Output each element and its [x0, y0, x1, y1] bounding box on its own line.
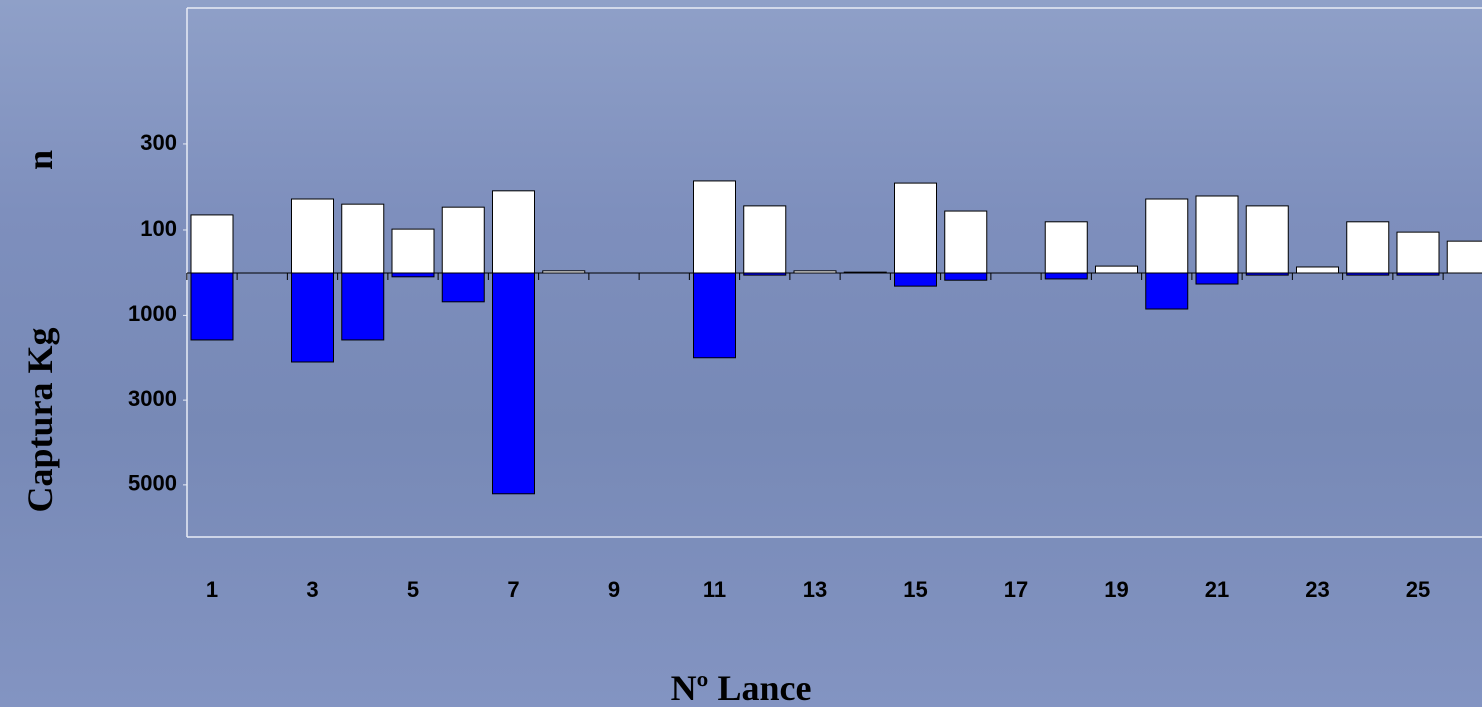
y-axis-title: n [20, 150, 60, 170]
y2-axis-title: Captura Kg [20, 327, 60, 512]
count-bar [1095, 265, 1138, 274]
catch-bar [894, 272, 937, 287]
x-tick-label: 9 [608, 577, 620, 602]
x-tick-label: 7 [507, 577, 519, 602]
count-bar [1296, 266, 1339, 274]
count-bar [693, 180, 736, 274]
count-bar [1446, 240, 1482, 274]
count-bar [743, 205, 787, 274]
count-bar [441, 206, 485, 274]
count-bar [1044, 221, 1088, 274]
x-tick-label: 5 [407, 577, 419, 602]
catch-bar [341, 272, 385, 341]
y2-tick-label: 3000 [128, 386, 177, 411]
x-tick-label: 1 [206, 577, 218, 602]
x-tick-label: 19 [1104, 577, 1128, 602]
catch-bar [391, 272, 435, 278]
catch-bar [492, 272, 535, 495]
count-bar [1195, 195, 1239, 274]
catch-bar [1044, 272, 1088, 280]
catch-bar [291, 272, 334, 363]
count-bar [291, 198, 334, 274]
x-tick-label: 11 [703, 577, 726, 602]
catch-bar [944, 272, 988, 281]
count-bar [341, 203, 385, 274]
x-tick-label: 15 [903, 577, 927, 602]
y-tick-label: 100 [140, 216, 177, 241]
count-bar [944, 210, 988, 274]
y2-tick-label: 1000 [128, 301, 177, 326]
catch-bar [693, 272, 736, 359]
x-tick-label: 25 [1406, 577, 1430, 602]
x-tick-label: 13 [803, 577, 827, 602]
x-tick-label: 23 [1305, 577, 1329, 602]
x-tick-label: 3 [306, 577, 318, 602]
catch-bar [1145, 272, 1189, 310]
count-bar [1346, 221, 1390, 274]
catch-bar [441, 272, 485, 303]
count-bar [1145, 198, 1189, 274]
count-bar [391, 228, 435, 274]
x-tick-label: 21 [1205, 577, 1229, 602]
x-tick-label: 17 [1004, 577, 1028, 602]
x-axis-title: Nº Lance [671, 668, 812, 707]
count-bar [492, 190, 535, 274]
count-bar [1396, 231, 1440, 274]
y2-tick-label: 5000 [128, 471, 177, 496]
y-tick-label: 300 [140, 130, 177, 155]
catch-bar [190, 272, 234, 341]
count-bar [1245, 205, 1289, 274]
catch-bar [1195, 272, 1239, 285]
count-bar [190, 214, 234, 274]
count-bar [894, 182, 937, 274]
